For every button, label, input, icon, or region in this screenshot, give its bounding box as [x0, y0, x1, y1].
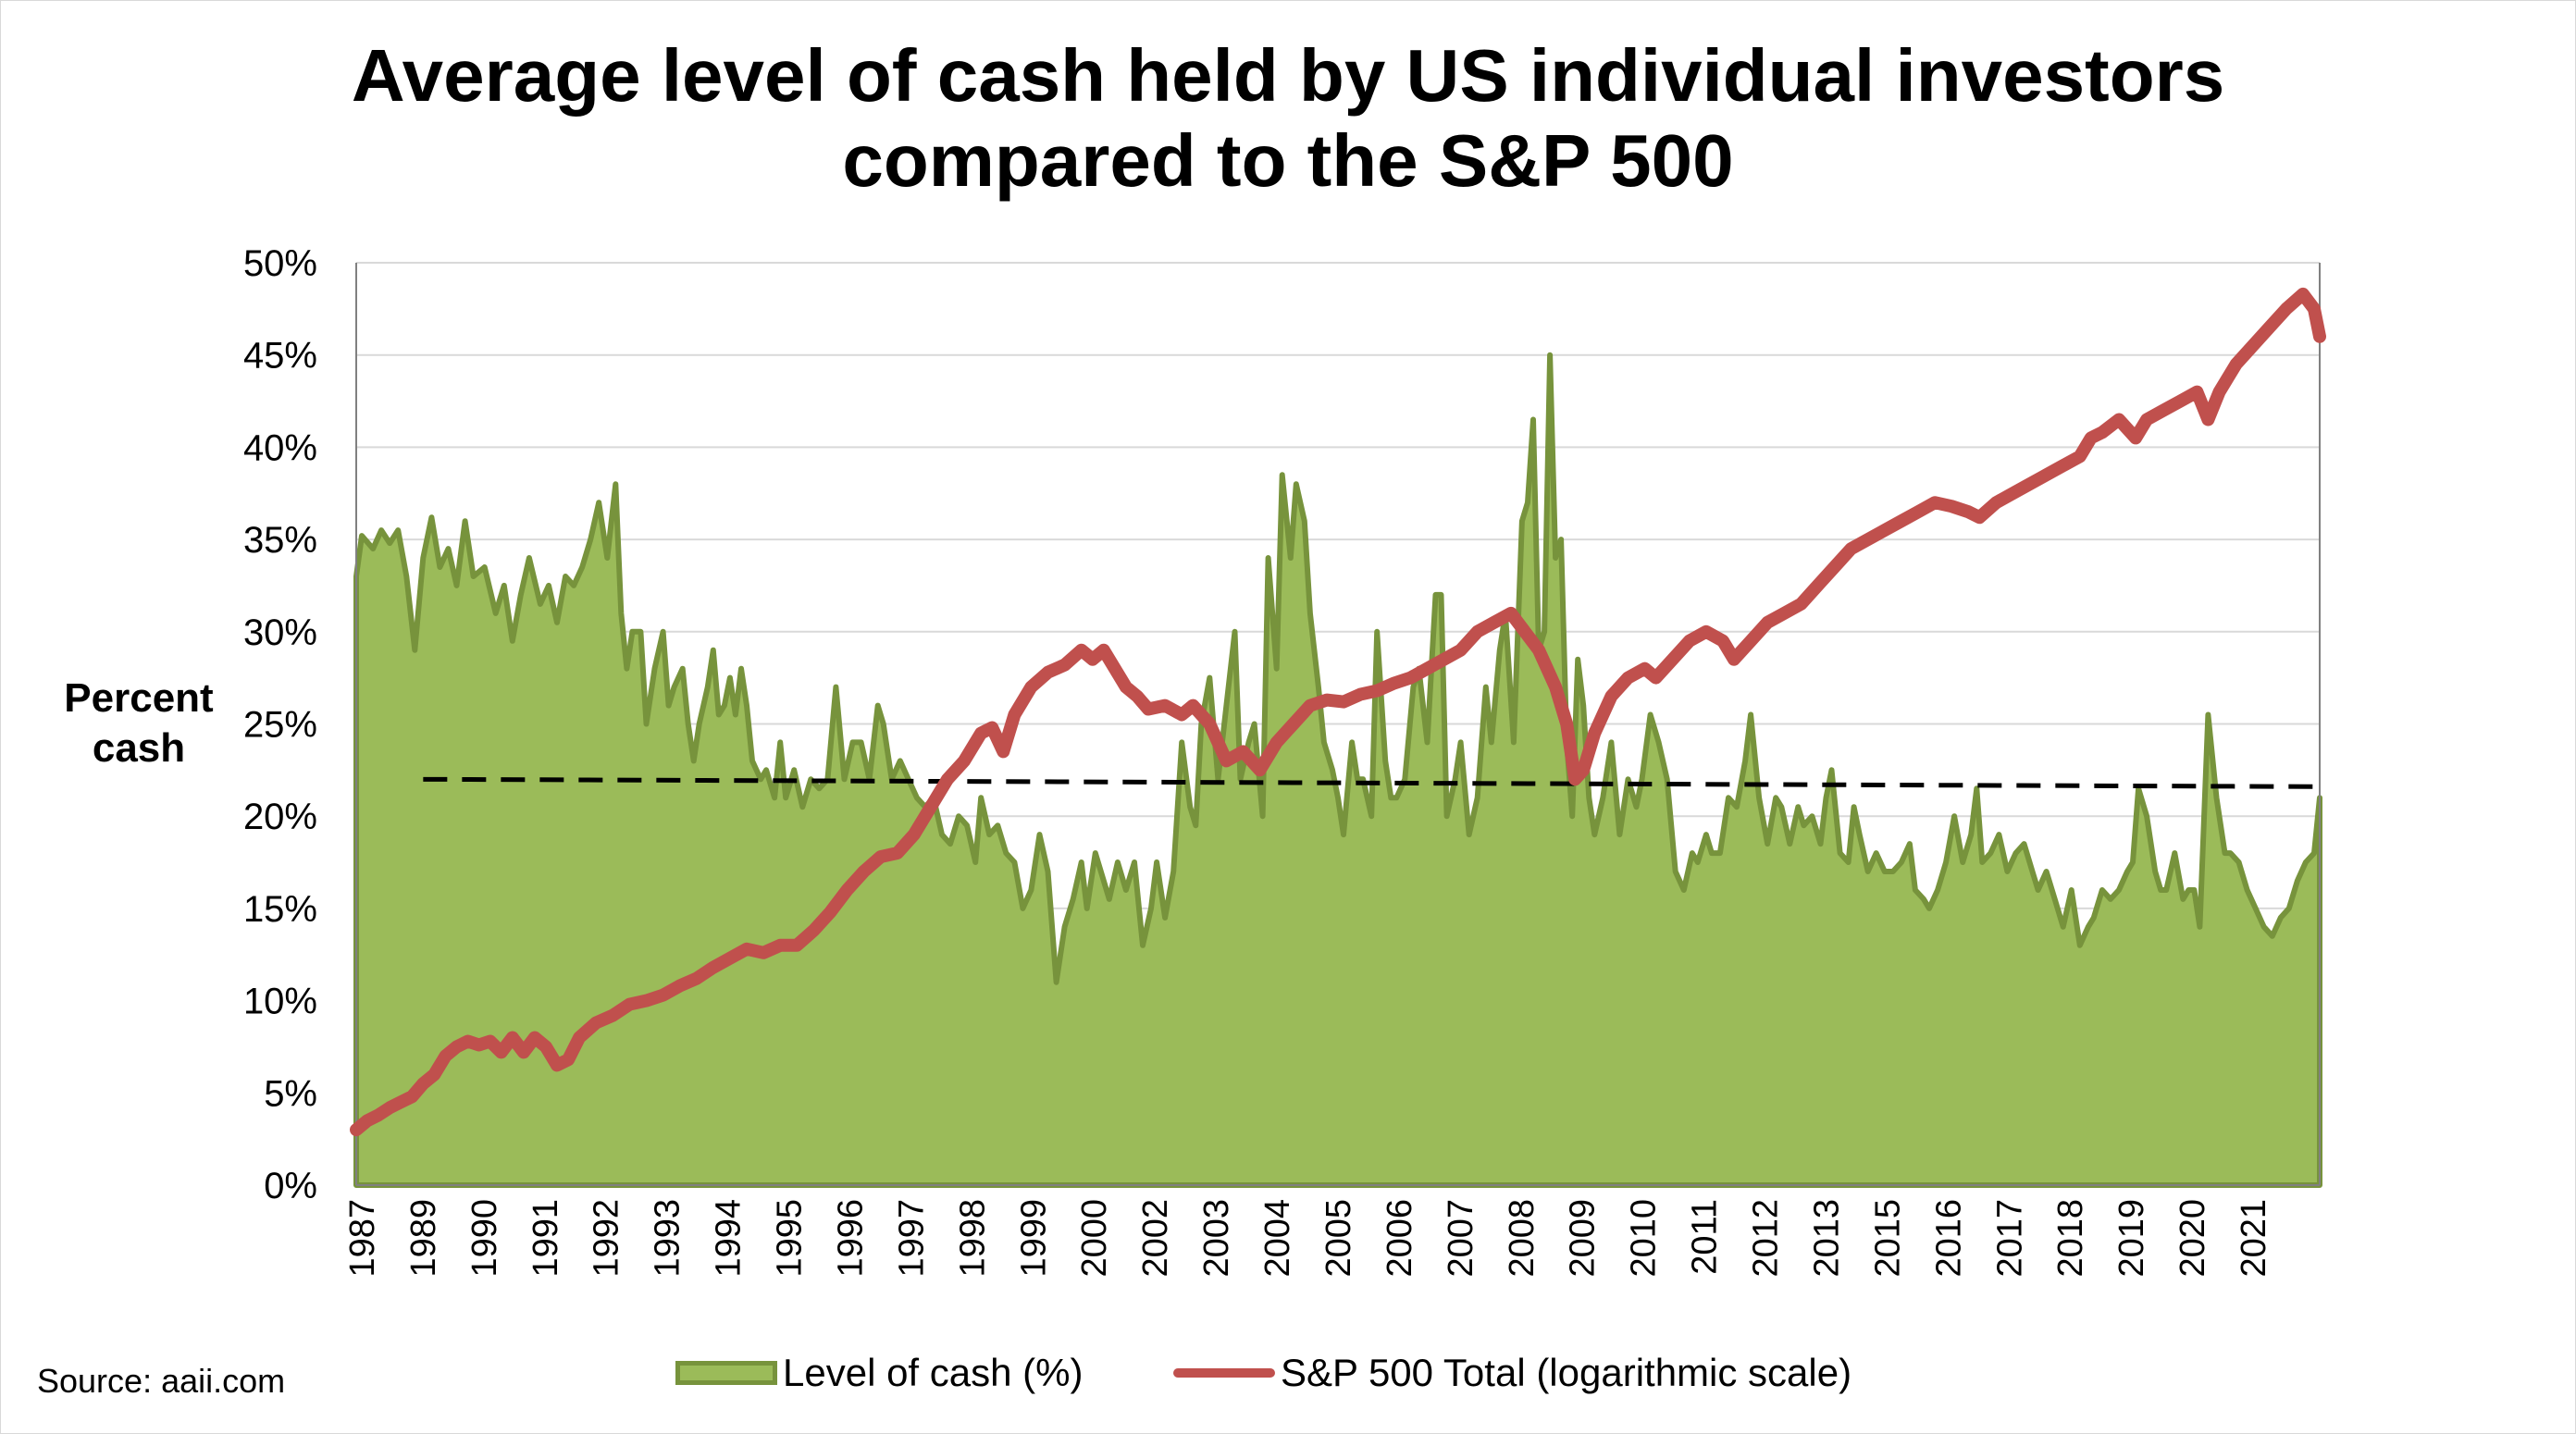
y-tick-label: 45%	[243, 336, 317, 377]
average-dashed-line	[423, 776, 2321, 789]
y-tick-label: 35%	[243, 520, 317, 561]
y-tick-label: 30%	[243, 612, 317, 653]
legend-label-sp500: S&P 500 Total (logarithmic scale)	[1281, 1351, 1852, 1394]
x-tick-label: 2013	[1808, 1199, 1847, 1278]
x-tick-label: 2016	[1929, 1199, 1968, 1278]
x-tick-label: 1989	[404, 1199, 443, 1278]
legend-item-sp500: S&P 500 Total (logarithmic scale)	[1173, 1345, 1852, 1401]
y-axis-label: Percent cash	[37, 674, 241, 773]
legend-swatch-sp500	[1173, 1368, 1275, 1378]
x-tick-label: 2007	[1442, 1199, 1480, 1278]
x-tick-label: 2002	[1136, 1199, 1175, 1278]
x-tick-label: 1998	[953, 1199, 992, 1278]
x-tick-label: 1990	[465, 1199, 504, 1278]
x-tick-label: 2011	[1686, 1199, 1725, 1275]
legend: Level of cash (%) S&P 500 Total (logarit…	[0, 1345, 2576, 1401]
x-tick-label: 1991	[526, 1199, 565, 1278]
x-tick-label: 1997	[892, 1199, 931, 1278]
x-tick-label: 2019	[2112, 1199, 2151, 1278]
x-tick-label: 2021	[2235, 1199, 2273, 1278]
x-tick-label: 2000	[1075, 1199, 1114, 1278]
source-note: Source: aaii.com	[37, 1362, 286, 1400]
x-tick-label: 1996	[832, 1199, 871, 1278]
legend-item-cash: Level of cash (%)	[675, 1345, 1083, 1401]
x-tick-label: 1999	[1014, 1199, 1053, 1278]
x-tick-label: 2010	[1625, 1199, 1664, 1278]
y-tick-label: 25%	[243, 705, 317, 746]
x-tick-label: 2008	[1503, 1199, 1542, 1278]
y-tick-label: 0%	[264, 1166, 317, 1206]
x-tick-label: 1993	[649, 1199, 687, 1278]
y-tick-label: 50%	[243, 243, 317, 284]
x-tick-label: 2004	[1258, 1199, 1297, 1278]
chart-title-line2: compared to the S&P 500	[842, 119, 1734, 202]
x-tick-label: 1987	[343, 1199, 382, 1278]
x-tick-label: 2009	[1564, 1199, 1603, 1278]
cash-level-area	[353, 352, 2322, 1188]
y-tick-label: 10%	[243, 982, 317, 1022]
y-tick-label: 15%	[243, 889, 317, 930]
y-axis-label-line2: cash	[92, 725, 186, 771]
y-axis-label-line1: Percent	[64, 675, 214, 721]
x-tick-label: 1994	[710, 1199, 749, 1278]
y-tick-label: 40%	[243, 427, 317, 468]
legend-label-cash: Level of cash (%)	[783, 1351, 1084, 1394]
x-tick-label: 2003	[1197, 1199, 1236, 1278]
x-tick-label: 1995	[771, 1199, 810, 1278]
legend-swatch-cash	[675, 1361, 777, 1385]
x-tick-label: 2018	[2051, 1199, 2090, 1278]
x-tick-label: 2012	[1747, 1199, 1786, 1278]
x-tick-label: 2015	[1868, 1199, 1907, 1278]
x-tick-label: 1992	[588, 1199, 626, 1278]
x-tick-label: 2020	[2174, 1199, 2212, 1278]
chart-title: Average level of cash held by US individ…	[0, 33, 2576, 204]
x-tick-label: 2006	[1381, 1199, 1419, 1278]
chart-plot: 0% 5% 10% 15% 20% 25% 30% 35% 40% 45% 50% 1987 1989 1…	[243, 243, 2326, 1278]
sp500-line	[350, 287, 2326, 1137]
y-tick-label: 20%	[243, 797, 317, 837]
x-tick-label: 2005	[1319, 1199, 1358, 1278]
x-tick-label: 2017	[1990, 1199, 2029, 1278]
chart-title-line1: Average level of cash held by US individ…	[351, 34, 2225, 117]
y-tick-label: 5%	[264, 1073, 317, 1114]
